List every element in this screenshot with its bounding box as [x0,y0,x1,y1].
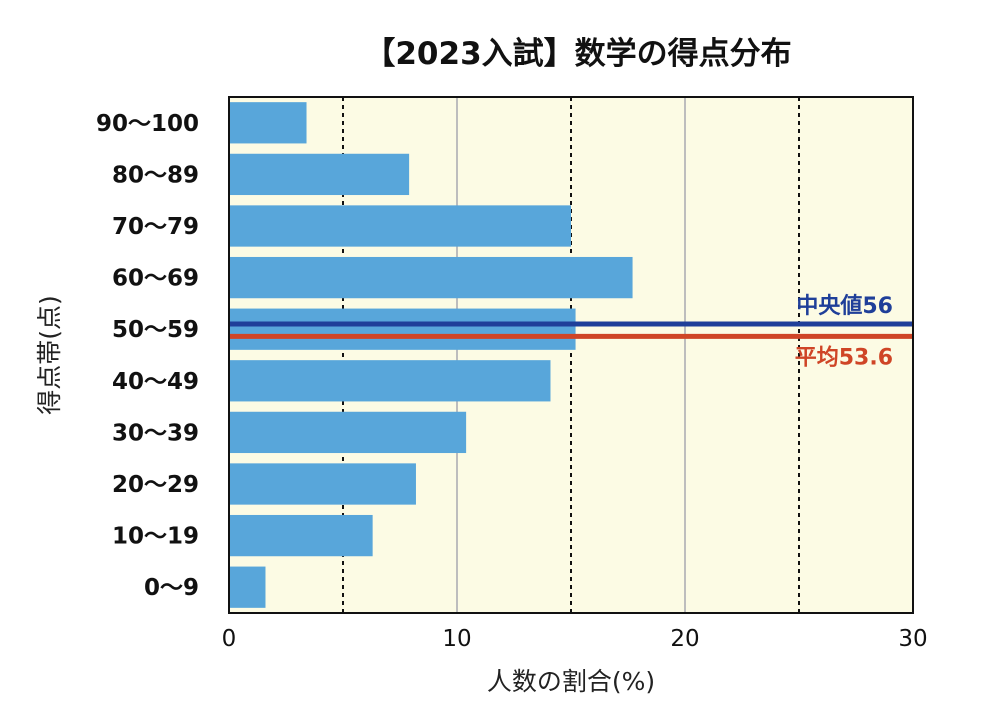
plot-frame [228,96,914,614]
y-axis-label: 得点帯(点) [35,295,64,415]
y-tick-label: 20〜29 [112,472,199,498]
bar [229,463,416,505]
reference-line-label: 平均53.6 [795,344,893,370]
y-tick-label: 90〜100 [96,111,199,137]
x-tick-labels: 0 10 20 30 [222,626,928,652]
bar [229,153,410,196]
y-tick-label: 0〜9 [144,575,199,601]
y-tick-label: 30〜39 [112,420,199,446]
y-tick-labels: 0〜9 10〜19 20〜29 30〜39 40〜49 50〜59 60〜69 70〜79 80… [96,111,199,601]
bar [229,256,633,299]
y-tick-label: 40〜49 [112,369,199,395]
bar [229,514,373,557]
reference-lines: 中央値56 平均53.6 [229,293,913,370]
x-tick-label: 0 [222,626,237,652]
reference-line-label: 中央値56 [796,293,893,319]
y-tick-label: 10〜19 [112,524,199,550]
bar [229,566,266,608]
bar [229,411,467,454]
bar [229,308,576,350]
y-tick-label: 80〜89 [112,162,199,188]
x-tick-label: 30 [898,626,927,652]
bar [229,360,551,402]
chart-title: 【2023入試】数学の得点分布 [364,36,791,72]
bars [229,102,633,608]
grid-lines [342,97,800,613]
x-axis-label: 人数の割合(%) [487,667,655,696]
bar [229,205,571,247]
x-tick-label: 20 [670,626,699,652]
y-tick-label: 60〜69 [112,266,199,292]
x-tick-label: 10 [442,626,471,652]
y-tick-label: 70〜79 [112,214,199,240]
y-tick-label: 50〜59 [112,317,199,343]
bar [229,102,307,144]
